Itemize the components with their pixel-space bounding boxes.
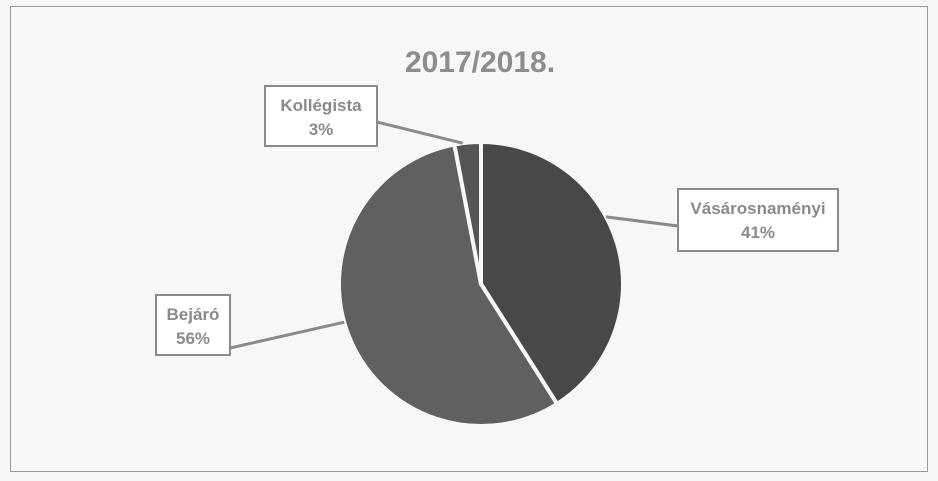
chart-title: 2017/2018. (405, 46, 555, 79)
leader-line-vasarosnamenyi (605, 215, 679, 228)
slice-percent-label: 3% (309, 120, 334, 139)
slice-name-label: Kollégista (280, 96, 362, 115)
pie-slice-bejaro (336, 142, 560, 428)
label-box-kollegista (264, 85, 378, 147)
data-label-bejaro: Bejáró 56% (155, 294, 345, 356)
slice-percent-label: 41% (741, 223, 775, 242)
data-label-kollegista: Kollégista 3% (264, 85, 464, 147)
data-labels: Vásárosnaményi 41% Bejáró 56% Kollégista 3% (155, 85, 839, 356)
label-box-bejaro (155, 294, 231, 356)
pie-slice-kollegista (452, 140, 483, 286)
leader-line-bejaro (229, 320, 345, 350)
slice-percent-label: 56% (176, 329, 210, 348)
pie-slices (336, 140, 625, 428)
data-label-vasarosnamenyi: Vásárosnaményi 41% (605, 188, 839, 252)
label-box-vasarosnamenyi (677, 188, 839, 252)
slice-name-label: Bejáró (167, 305, 220, 324)
slice-name-label: Vásárosnaményi (690, 199, 825, 218)
leader-line-kollegista (376, 120, 464, 145)
